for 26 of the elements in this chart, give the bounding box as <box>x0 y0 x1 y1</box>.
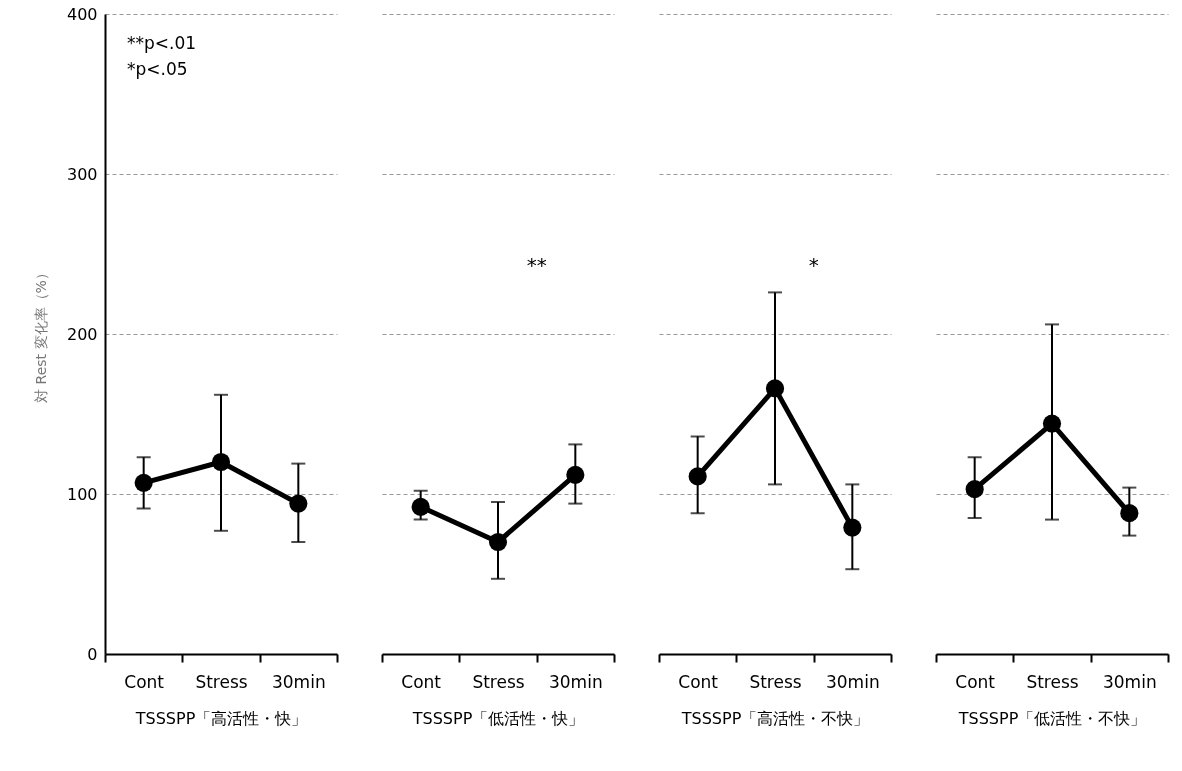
x-tick-label: Stress <box>1026 671 1079 692</box>
y-tick-label: 400 <box>66 4 98 24</box>
annotation: *p<.05 <box>127 59 188 79</box>
x-tick-label: Cont <box>124 671 165 692</box>
x-tick-label: 30min <box>271 671 326 692</box>
x-axis-title: TSSSPP「高活性・快」 <box>134 708 308 728</box>
annotation: ** <box>526 253 547 278</box>
x-tick-label: Stress <box>749 671 802 692</box>
x-tick-label: 30min <box>1102 671 1157 692</box>
annotation: **p<.01 <box>127 33 197 53</box>
y-tick-label: 100 <box>66 484 98 504</box>
y-tick-label: 0 <box>87 644 98 664</box>
x-tick-label: Stress <box>472 671 525 692</box>
x-tick-label: Cont <box>678 671 719 692</box>
x-tick-label: Cont <box>955 671 996 692</box>
x-tick-label: Cont <box>401 671 442 692</box>
x-axis-title: TSSSPP「高活性・不快」 <box>680 708 870 728</box>
x-tick-label: 30min <box>548 671 603 692</box>
y-tick-label: 200 <box>66 324 98 344</box>
y-tick-label: 300 <box>66 164 98 184</box>
annotation: * <box>808 253 819 278</box>
x-tick-label: Stress <box>195 671 248 692</box>
x-axis-title: TSSSPP「低活性・不快」 <box>957 708 1147 728</box>
x-axis-title: TSSSPP「低活性・快」 <box>411 708 585 728</box>
y-axis-title: 対 Rest 変化率（%） <box>32 266 49 403</box>
x-tick-label: 30min <box>825 671 880 692</box>
